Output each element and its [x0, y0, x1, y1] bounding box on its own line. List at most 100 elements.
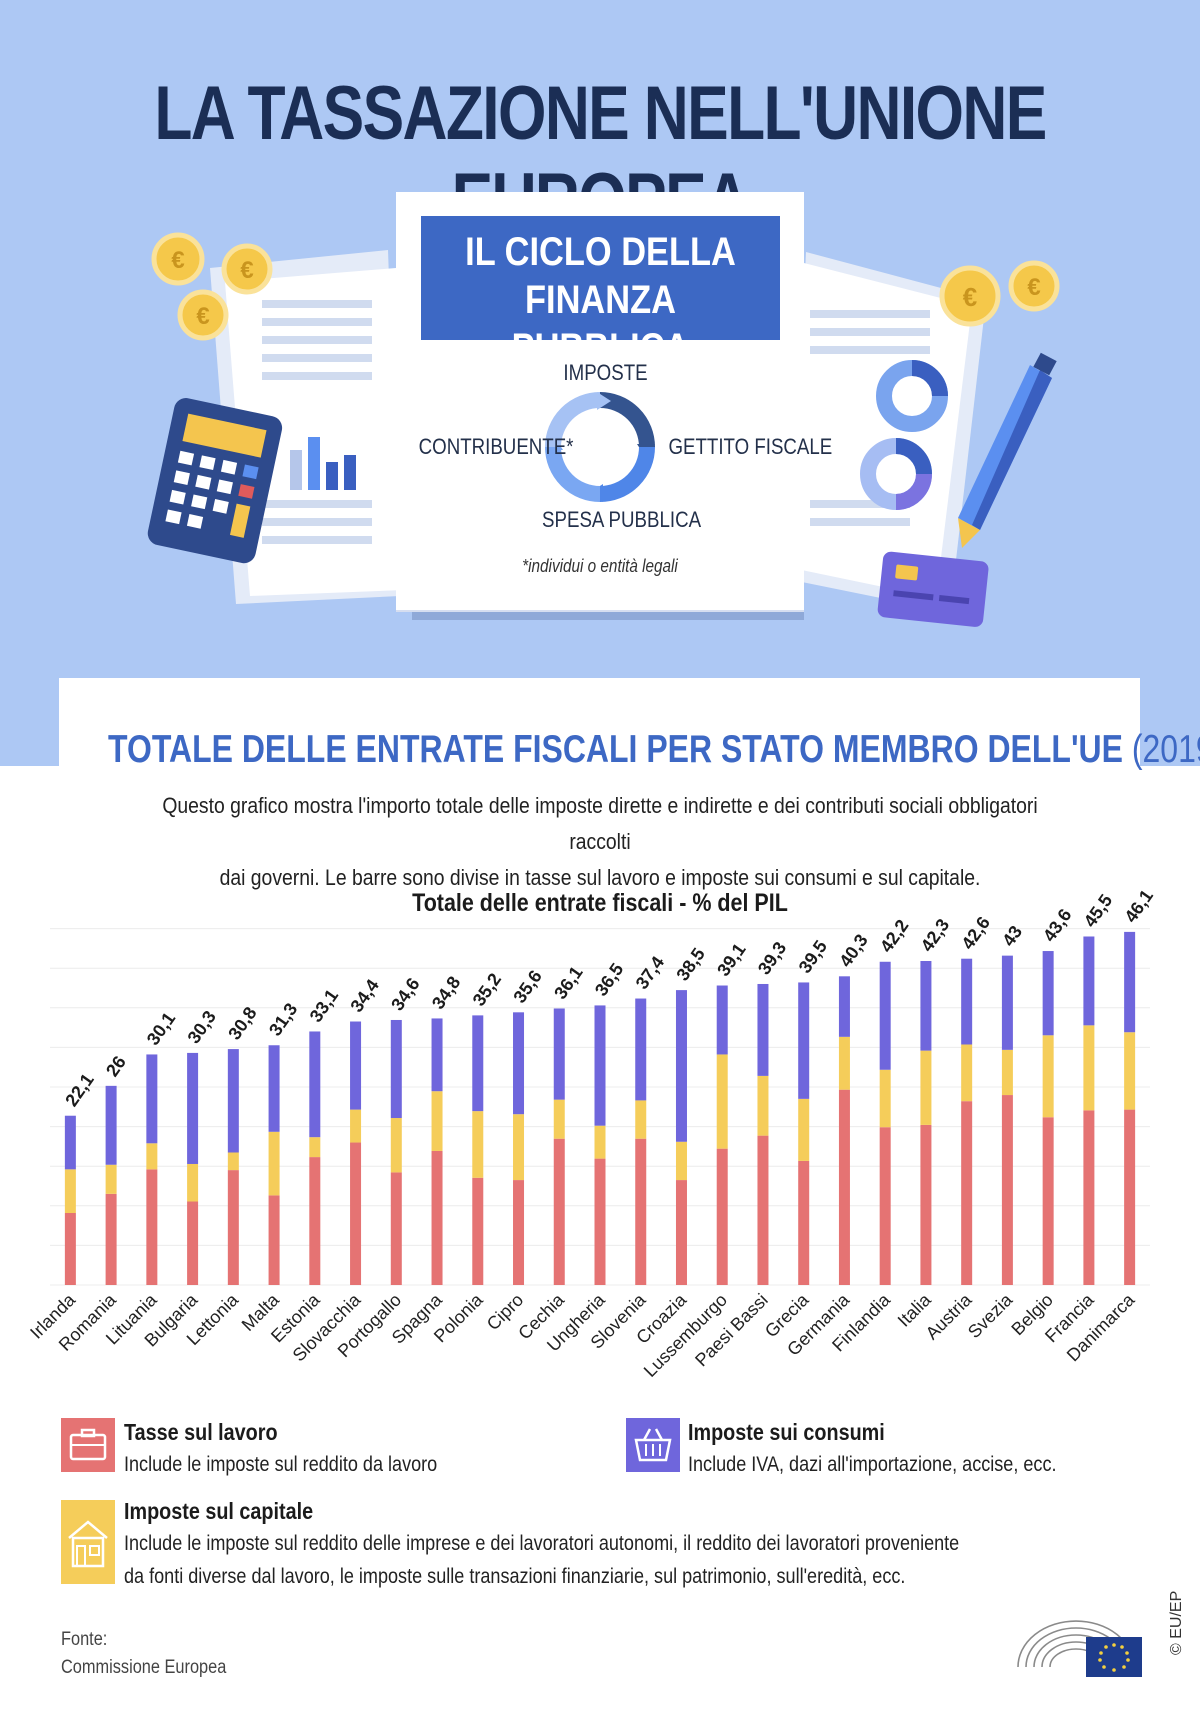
illustration: € € € € € [147, 232, 1060, 627]
bar-total-label: 45,5 [1080, 891, 1116, 931]
bar-segment [553, 1008, 565, 1100]
bar-segment [513, 1114, 525, 1181]
intro-line-1: Questo grafico mostra l'importo totale d… [162, 793, 1038, 854]
chart-title: Totale delle entrate fiscali - % del PIL [412, 888, 788, 916]
bar-segment [1042, 1117, 1054, 1285]
svg-text:€: € [1027, 274, 1040, 301]
cycle-label-right: GETTITO FISCALE [668, 434, 833, 459]
bar-segment [1042, 1035, 1054, 1118]
bar-segment [227, 1170, 239, 1285]
copyright: © EU/EP [1168, 1590, 1185, 1655]
bar-total-label: 43,6 [1039, 905, 1075, 945]
bar-segment [187, 1052, 199, 1164]
bar-total-label: 46,1 [1121, 886, 1157, 926]
section-intro: Questo grafico mostra l'importo totale d… [142, 788, 1057, 896]
bar-segment [635, 1138, 647, 1285]
bar-segment [879, 1127, 891, 1285]
bar-segment [227, 1049, 239, 1153]
bar-segment [350, 1142, 362, 1285]
bar-segment [187, 1201, 199, 1285]
bar-segment [594, 1158, 606, 1285]
cycle-banner [421, 216, 780, 340]
bar-segment [757, 983, 769, 1076]
bar-segment [1124, 931, 1136, 1033]
credit-card-icon [877, 551, 989, 627]
intro-line-2: dai governi. Le barre sono divise in tas… [219, 865, 981, 890]
bar-segment [105, 1085, 117, 1165]
calculator-icon [147, 398, 283, 564]
bar-segment [64, 1115, 76, 1170]
bar-segment [1124, 1032, 1136, 1110]
bar-segment [64, 1213, 76, 1285]
legend-consumption-desc: Include IVA, dazi all'importazione, acci… [688, 1453, 1057, 1476]
bar-segment [594, 1005, 606, 1126]
bar-segment [64, 1169, 76, 1213]
bar-segment [1083, 1025, 1095, 1111]
bar-segment [961, 1101, 973, 1285]
euro-coin-icon: € € € € € [151, 232, 1060, 341]
bar-segment [635, 1100, 647, 1139]
section-title-text: TOTALE DELLE ENTRATE FISCALI PER STATO M… [108, 728, 1123, 771]
bar-segment [390, 1019, 402, 1119]
bar-segment [431, 1018, 443, 1092]
bar-total-label: 39,3 [754, 938, 790, 978]
cycle-title: IL CICLO DELLA FINANZA PUBBLICA [446, 228, 755, 372]
briefcase-icon [61, 1418, 115, 1472]
bar-segment [1042, 951, 1054, 1036]
bar-segment [838, 1089, 850, 1285]
bar-segment [716, 1148, 728, 1285]
chart-container: Totale delle entrate fiscali - % del PIL… [0, 880, 1200, 1380]
category-label: Austria [922, 1289, 976, 1343]
right-document-icon [792, 252, 986, 612]
svg-text:€: € [963, 282, 977, 312]
source: Fonte: Commissione Europea [61, 1626, 226, 1682]
bar-total-label: 37,4 [632, 953, 668, 993]
bar-segment [227, 1152, 239, 1171]
legend-consumption-title: Imposte sui consumi [688, 1419, 885, 1445]
bar-segment [513, 1012, 525, 1115]
svg-text:€: € [196, 303, 209, 330]
bar-segment [879, 961, 891, 1070]
legend-labor-title: Tasse sul lavoro [124, 1419, 278, 1445]
cycle-label-top: IMPOSTE [563, 360, 648, 385]
bar-total-label: 30,8 [224, 1003, 260, 1043]
bar-segment [798, 982, 810, 1099]
bar-segment [553, 1099, 565, 1139]
bar-segment [472, 1111, 484, 1178]
svg-text:€: € [240, 257, 253, 284]
bar-segment [268, 1195, 280, 1285]
bar-total-label: 30,3 [183, 1007, 219, 1047]
bar-total-label: 35,2 [469, 969, 505, 1009]
bar-segment [635, 998, 647, 1101]
bar-segment [716, 1054, 728, 1149]
bar-segment [187, 1163, 199, 1202]
bar-total-label: 42,2 [876, 916, 912, 956]
category-label: Svezia [964, 1289, 1017, 1342]
parliament-logo-icon [1017, 1620, 1142, 1677]
bar-segment [920, 1050, 932, 1125]
bar-total-label: 39,5 [795, 937, 831, 977]
bar-segment [920, 961, 932, 1051]
bar-total-label: 42,3 [917, 915, 953, 955]
section-year: (2019) [1131, 728, 1200, 771]
cycle-arrows-icon [545, 392, 655, 502]
bar-segment [309, 1137, 321, 1158]
bar-segment [472, 1177, 484, 1285]
bar-segment [1124, 1109, 1136, 1285]
bar-segment [961, 958, 973, 1045]
bar-segment [350, 1109, 362, 1143]
bar-segment [431, 1150, 443, 1285]
bar-segment [757, 1135, 769, 1285]
bar-segment [961, 1044, 973, 1102]
cycle-title-line1: IL CICLO DELLA [465, 230, 736, 274]
bar-segment [350, 1021, 362, 1110]
section-title: TOTALE DELLE ENTRATE FISCALI PER STATO M… [108, 728, 1200, 772]
bar-segment [838, 1036, 850, 1090]
cycle-label-bottom: SPESA PUBBLICA [542, 507, 702, 532]
source-name: Commissione Europea [61, 1657, 227, 1678]
bar-segment [675, 1141, 687, 1181]
shopping-basket-icon [626, 1418, 680, 1472]
bar-total-label: 39,1 [713, 940, 749, 980]
bar-segment [146, 1169, 158, 1285]
bar-segment [309, 1031, 321, 1138]
